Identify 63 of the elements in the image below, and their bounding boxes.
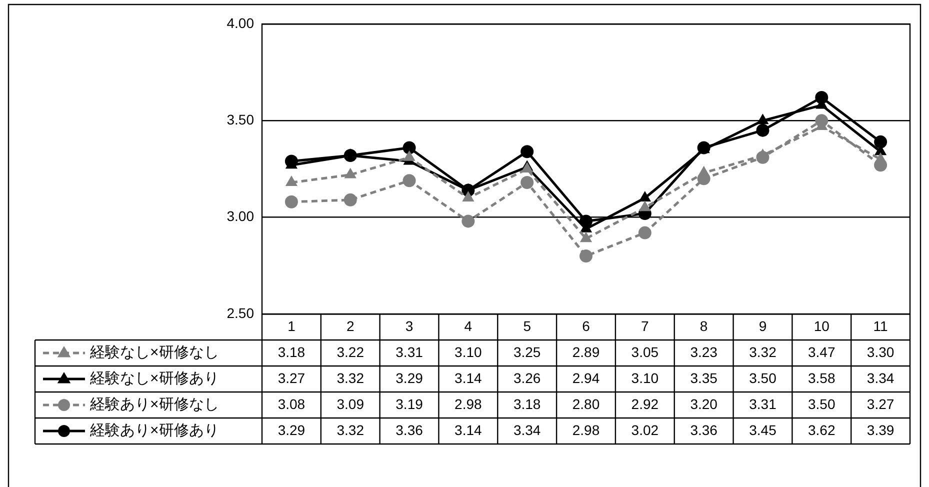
x-tick-label: 11 bbox=[873, 318, 888, 334]
legend-label: 経験なし×研修なし bbox=[89, 344, 219, 362]
x-tick-label: 3 bbox=[405, 318, 414, 334]
legend-label: 経験あり×研修なし bbox=[89, 396, 219, 414]
x-tick-label: 9 bbox=[758, 318, 767, 334]
y-tick-label: 3.00 bbox=[226, 208, 254, 224]
data-label: 3.10 bbox=[454, 344, 482, 360]
data-label: 3.10 bbox=[631, 370, 659, 386]
x-tick-label: 1 bbox=[288, 318, 296, 334]
data-label: 2.94 bbox=[572, 370, 600, 386]
data-label: 3.45 bbox=[749, 422, 777, 438]
data-label: 3.31 bbox=[396, 344, 424, 360]
data-label: 3.34 bbox=[513, 422, 541, 438]
legend-label: 経験あり×研修あり bbox=[89, 422, 219, 440]
legend-label: 経験なし×研修あり bbox=[89, 370, 219, 388]
data-label: 3.36 bbox=[690, 422, 718, 438]
data-label: 3.18 bbox=[278, 344, 306, 360]
data-label: 3.05 bbox=[631, 344, 659, 360]
data-label: 3.18 bbox=[513, 396, 541, 412]
data-label: 3.25 bbox=[513, 344, 541, 360]
data-label: 3.20 bbox=[690, 396, 718, 412]
x-tick-label: 6 bbox=[582, 318, 590, 334]
data-label: 3.02 bbox=[631, 422, 659, 438]
data-label: 3.50 bbox=[749, 370, 777, 386]
data-label: 3.08 bbox=[278, 396, 306, 412]
data-label: 2.80 bbox=[572, 396, 600, 412]
data-label: 3.27 bbox=[278, 370, 306, 386]
x-tick-label: 5 bbox=[523, 318, 532, 334]
data-label: 3.32 bbox=[749, 344, 777, 360]
data-label: 2.98 bbox=[454, 396, 482, 412]
data-label: 3.29 bbox=[396, 370, 424, 386]
data-label: 3.09 bbox=[336, 396, 364, 412]
data-label: 3.27 bbox=[866, 396, 894, 412]
y-tick-label: 4.00 bbox=[226, 14, 254, 31]
x-tick-label: 10 bbox=[814, 318, 830, 334]
data-label: 3.32 bbox=[336, 422, 364, 438]
data-label: 3.58 bbox=[808, 370, 836, 386]
data-label: 3.50 bbox=[808, 396, 836, 412]
x-tick-label: 4 bbox=[464, 318, 472, 334]
data-label: 3.14 bbox=[454, 370, 482, 386]
y-tick-label: 2.50 bbox=[226, 304, 254, 321]
data-label: 3.34 bbox=[866, 370, 894, 386]
data-label: 2.98 bbox=[572, 422, 600, 438]
x-tick-label: 7 bbox=[641, 318, 650, 334]
data-label: 3.26 bbox=[513, 370, 541, 386]
data-label: 3.36 bbox=[396, 422, 424, 438]
data-label: 3.29 bbox=[278, 422, 306, 438]
data-label: 3.23 bbox=[690, 344, 718, 360]
x-tick-label: 8 bbox=[700, 318, 708, 334]
x-tick-label: 2 bbox=[346, 318, 354, 334]
data-label: 3.47 bbox=[808, 344, 836, 360]
data-label: 3.22 bbox=[336, 344, 364, 360]
data-label: 3.19 bbox=[396, 396, 424, 412]
y-tick-label: 3.50 bbox=[226, 112, 254, 128]
data-label: 3.62 bbox=[808, 422, 836, 438]
data-label: 3.14 bbox=[454, 422, 482, 438]
data-label: 3.31 bbox=[749, 396, 777, 412]
data-label: 2.89 bbox=[572, 344, 600, 360]
data-label: 3.35 bbox=[690, 370, 718, 386]
data-label: 3.30 bbox=[866, 344, 894, 360]
data-label: 3.39 bbox=[866, 422, 894, 438]
data-label: 2.92 bbox=[631, 396, 659, 412]
data-label: 3.32 bbox=[336, 370, 364, 386]
